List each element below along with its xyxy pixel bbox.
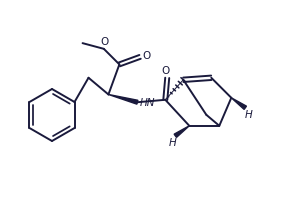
Text: O: O (161, 66, 169, 76)
Polygon shape (231, 98, 246, 109)
Text: O: O (142, 51, 150, 61)
Text: H: H (244, 110, 252, 120)
Polygon shape (109, 95, 138, 104)
Text: O: O (101, 37, 109, 47)
Polygon shape (174, 126, 189, 138)
Text: H: H (168, 138, 176, 148)
Text: HN: HN (139, 98, 155, 108)
